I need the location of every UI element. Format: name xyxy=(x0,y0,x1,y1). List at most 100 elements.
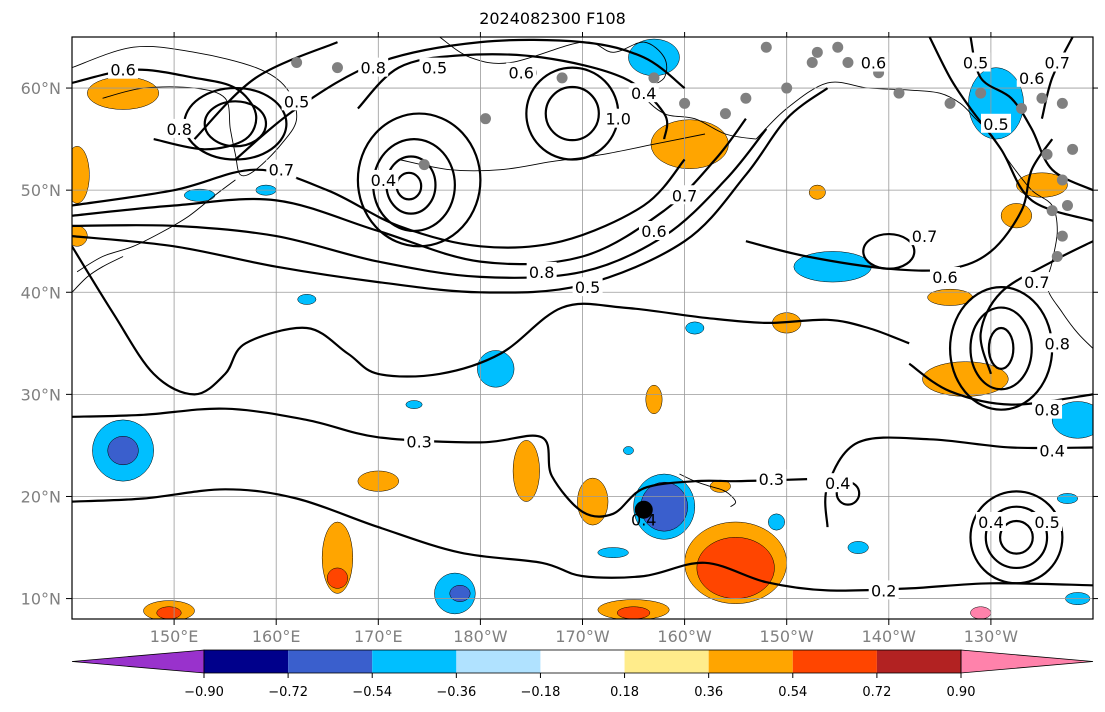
lon-tick-label: 170°E xyxy=(354,627,403,646)
storm-center-dot xyxy=(634,500,653,519)
station-dot xyxy=(1051,251,1063,263)
contour-label: 0.4 xyxy=(631,84,656,103)
contour-label: 0.4 xyxy=(371,171,396,190)
station-markers xyxy=(291,41,1079,263)
anomaly-positive-nw xyxy=(87,76,160,110)
contour-label-bg xyxy=(756,469,787,489)
contour-0.6-jet xyxy=(72,128,768,279)
lon-tick-label: 150°W xyxy=(760,627,815,646)
contour-label: 0.8 xyxy=(529,263,554,282)
contour-0.8-east-trough xyxy=(908,362,1093,406)
contour-label: 0.5 xyxy=(284,92,309,111)
colorbar-tick-label: 0.90 xyxy=(947,685,976,700)
contour-label-bg xyxy=(266,159,297,179)
contour-label: 1.0 xyxy=(606,110,631,129)
coast-kuril xyxy=(76,179,236,273)
contour-label: 0.6 xyxy=(110,61,135,80)
contour-label: 0.7 xyxy=(672,186,697,205)
lon-tick-label: 180°W xyxy=(453,627,508,646)
anomaly-negative-east-28n xyxy=(1051,401,1093,439)
contour-label-bg xyxy=(368,169,399,189)
station-dot xyxy=(291,57,303,69)
contour-label-bg xyxy=(669,185,700,205)
contour-label: 0.5 xyxy=(963,54,988,73)
station-dot xyxy=(842,57,854,69)
station-dot xyxy=(1016,102,1028,114)
contour-label-bg xyxy=(1042,333,1073,353)
contour-label: 0.7 xyxy=(269,161,294,180)
contour-label-bg xyxy=(960,52,991,72)
contour-0.7-pacific-ne xyxy=(862,232,916,270)
station-dot xyxy=(1061,199,1073,211)
contour-label-bg xyxy=(603,108,634,128)
lat-tick-label: 20°N xyxy=(21,487,61,506)
colorbar-extend-min xyxy=(71,649,205,674)
station-dot xyxy=(811,46,823,58)
station-dot xyxy=(331,62,343,74)
colorbar-bin xyxy=(624,650,709,673)
coast-japan-north xyxy=(72,256,124,293)
coast-chukotka-alaska-west xyxy=(439,37,757,140)
contour-label: 0.8 xyxy=(1034,401,1059,420)
colorbar-bin xyxy=(204,650,289,673)
storm-center: 0.4 xyxy=(631,500,656,530)
contour-0.2-tropical xyxy=(72,488,1093,592)
lon-tick-label: 140°W xyxy=(862,627,917,646)
contour-label-bg xyxy=(572,277,603,297)
anomaly-positive-mid-18n xyxy=(577,477,609,526)
contour-label: 0.8 xyxy=(360,59,385,78)
station-dot xyxy=(719,108,731,120)
anomaly-positive-south-edge-3 xyxy=(970,606,992,619)
anomaly-strong-south-edge-2 xyxy=(616,606,651,619)
anomaly-negative-mid-15n xyxy=(597,547,629,558)
contour-label-bg xyxy=(628,83,659,103)
contour-label-bg xyxy=(506,62,537,82)
anomaly-positive-east-49n xyxy=(808,184,826,200)
contour-label: 0.2 xyxy=(871,581,896,600)
lon-tick-label: 130°W xyxy=(964,627,1019,646)
lat-tick-label: 10°N xyxy=(21,590,61,609)
contour-label: 0.6 xyxy=(509,64,534,83)
station-dot xyxy=(648,72,660,84)
anomaly-strong-hawaii-south xyxy=(696,537,775,599)
station-dot xyxy=(832,41,844,53)
station-dot xyxy=(1036,92,1048,104)
contour-label-bg xyxy=(858,52,889,72)
gridlines xyxy=(72,37,1093,619)
contour-label: 0.5 xyxy=(422,59,447,78)
anomaly-positive-aleutian xyxy=(650,119,729,169)
contour-label-bg xyxy=(419,57,450,77)
anomaly-shading xyxy=(72,38,1093,619)
contour-label-bg xyxy=(1032,399,1063,419)
lat-tick-label: 60°N xyxy=(21,79,61,98)
colorbar-tick-label: −0.18 xyxy=(521,685,561,700)
lat-tick-label: 30°N xyxy=(21,385,61,404)
contour-label: 0.8 xyxy=(166,120,191,139)
anomaly-positive-west-12n xyxy=(327,567,348,589)
contour-0.9-ring-east xyxy=(969,306,1033,391)
contour-0.3-tropical xyxy=(72,407,808,518)
colorbar: −0.90 −0.72 −0.54 −0.36 −0.18 0.18 0.36 0.54 0.7… xyxy=(71,649,1094,700)
contour-label: 0.3 xyxy=(406,432,431,451)
colorbar-frame xyxy=(203,649,962,674)
contour-0.5-north xyxy=(357,53,669,140)
anomaly-negative-bering xyxy=(628,38,680,77)
axis-ticks: 150°E 160°E 170°E 180°W 170°W 160°W 150°W 140°W… xyxy=(21,32,1098,646)
station-dot xyxy=(1041,148,1053,160)
station-dot xyxy=(1046,205,1058,217)
contour-label: 0.3 xyxy=(759,470,784,489)
colorbar-bin xyxy=(288,650,373,673)
contour-label-bg xyxy=(975,512,1006,531)
anomaly-negative-mid-36n xyxy=(685,321,705,335)
contour-label-bg xyxy=(108,59,139,79)
contour-0.3-ring-east xyxy=(969,490,1064,585)
station-dot xyxy=(975,87,987,99)
contour-label-bg xyxy=(164,118,195,138)
contour-label-bg xyxy=(1042,52,1073,72)
anomaly-positive-mid-29n xyxy=(645,384,663,415)
station-dot xyxy=(781,82,793,94)
colorbar-tick-label: −0.36 xyxy=(436,685,476,700)
contour-0.8-northwest xyxy=(203,100,268,148)
contour-0.6-northwest xyxy=(72,68,258,151)
